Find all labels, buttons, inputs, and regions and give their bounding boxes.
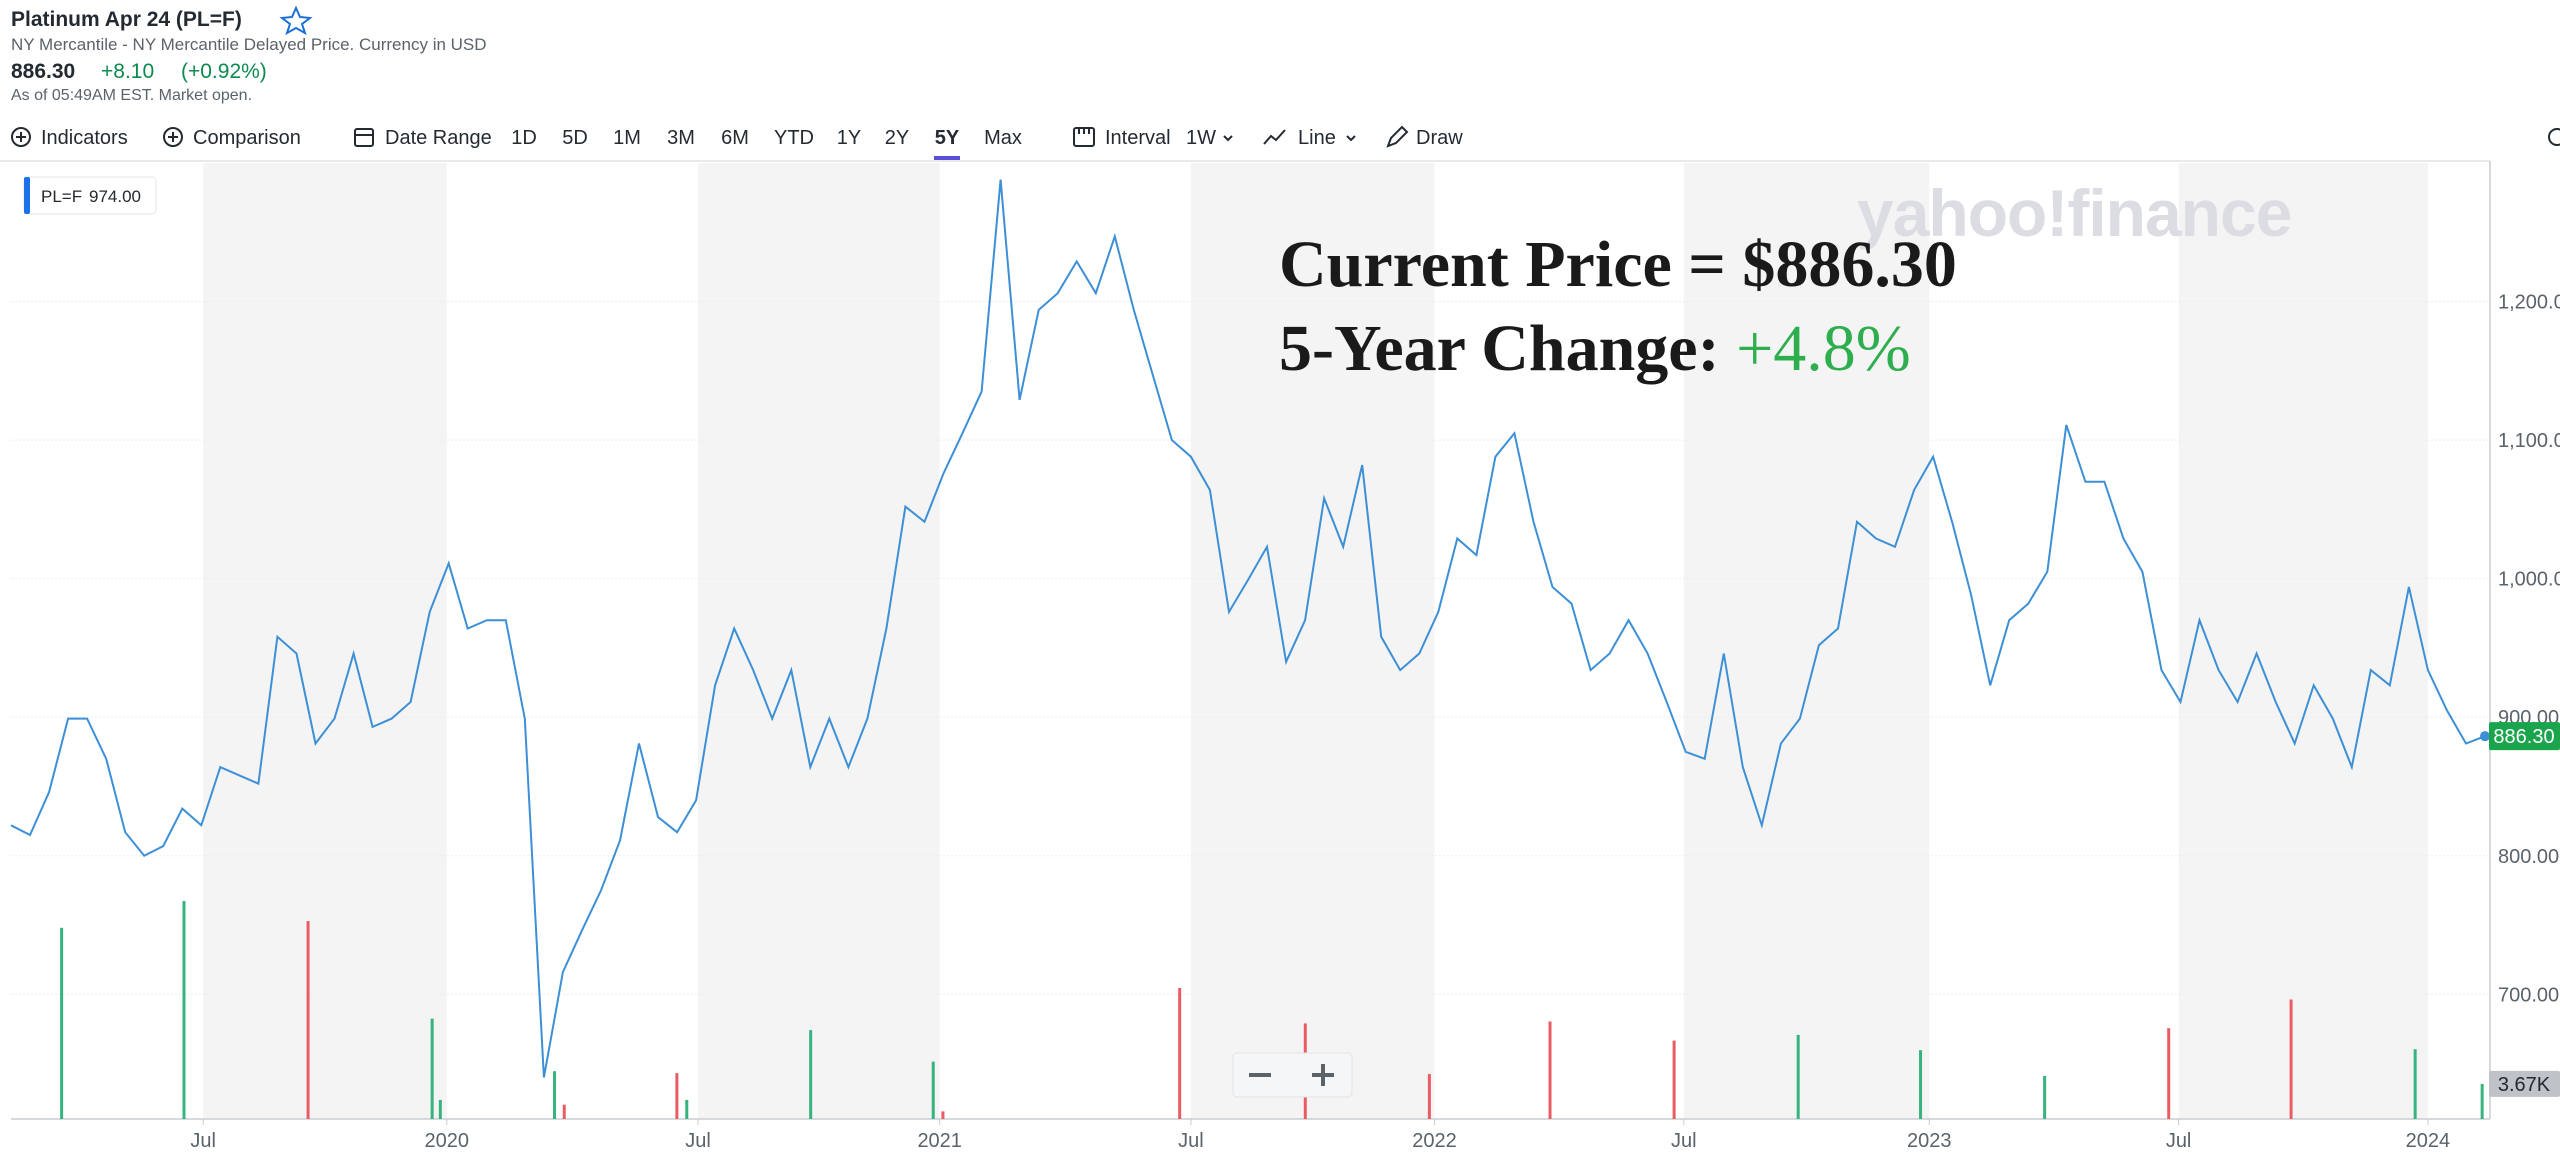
range-button[interactable]: 1M <box>613 127 641 149</box>
volume-bar <box>1178 988 1182 1119</box>
indicators: Indicators <box>41 127 128 149</box>
legend-swatch <box>24 177 30 214</box>
price-tag-label: 886.30 <box>2493 726 2554 748</box>
annotation-label: 5-Year Change: <box>1279 312 1736 385</box>
volume-bar <box>553 1071 557 1119</box>
annotation-change: +4.8% <box>1736 312 1911 385</box>
indicators-button[interactable]: Indicators <box>11 127 128 149</box>
volume-bar <box>430 1018 434 1119</box>
annotation-line-2: 5-Year Change: +4.8% <box>1279 312 1911 385</box>
zoom-in[interactable] <box>1312 1064 1334 1086</box>
x-tick-label: 2020 <box>425 1130 470 1152</box>
chart-type: Line <box>1298 127 1336 149</box>
volume-bar <box>685 1099 689 1119</box>
chart-type-button[interactable]: Line <box>1263 127 1356 149</box>
price: 886.30 <box>11 60 75 83</box>
last-point <box>2480 731 2490 742</box>
range-button[interactable]: 6M <box>721 127 749 149</box>
draw-button[interactable]: Draw <box>1386 125 1463 149</box>
y-tick-label: 1,100.00 <box>2498 430 2560 452</box>
volume-bar <box>1919 1050 1923 1119</box>
draw: Draw <box>1416 127 1463 149</box>
volume-bar <box>2480 1083 2484 1119</box>
range-button[interactable]: 5D <box>562 127 588 149</box>
volume-bar <box>2167 1028 2171 1119</box>
date-range: Date Range <box>385 127 492 149</box>
volume-bar <box>1548 1021 1552 1119</box>
range-active-bar <box>934 156 960 160</box>
period-shade <box>1683 163 1930 1119</box>
volume-tag-label: 3.67K <box>2498 1074 2551 1096</box>
annotation-line-1: Current Price = $886.30 <box>1279 228 1957 301</box>
range-buttons: 1D 5D 1M 3M 6M YTD 1Y 2Y 5Y Max <box>511 127 1022 160</box>
x-tick-label: 2024 <box>2406 1130 2451 1152</box>
comparison-button[interactable]: Comparison <box>163 127 301 149</box>
legend-value: 974.00 <box>89 187 141 206</box>
volume-bar <box>182 901 186 1119</box>
plot: Jul 2020 Jul 2021 Jul 2022 Jul 2023 Jul 2024 700.0… <box>10 179 2560 1152</box>
watermark: yahoo!finance <box>1857 176 2291 250</box>
x-tick-label: 2021 <box>917 1130 962 1152</box>
range-button[interactable]: 1D <box>511 127 537 149</box>
volume-bar <box>306 921 310 1119</box>
subtitle: NY Mercantile - NY Mercantile Delayed Pr… <box>11 35 487 54</box>
volume-bar <box>2413 1049 2417 1119</box>
volume-bar <box>60 927 64 1119</box>
x-tick-label: Jul <box>685 1130 711 1152</box>
volume-bar <box>1672 1040 1676 1119</box>
change-pct: (+0.92%) <box>181 60 267 83</box>
interval-button[interactable]: Interval 1W <box>1073 127 1233 149</box>
price-line <box>10 179 2486 1078</box>
y-tick-label: 800.00 <box>2498 846 2559 868</box>
range-button[interactable]: 1Y <box>837 127 861 149</box>
zoom-controls <box>1232 1052 1353 1098</box>
volume-bar <box>562 1104 566 1119</box>
date-range-button[interactable]: Date Range <box>354 127 492 149</box>
volume-bar <box>809 1030 813 1119</box>
volume-bar <box>941 1111 945 1119</box>
comparison: Comparison <box>193 127 301 149</box>
volume-bar <box>2043 1075 2047 1119</box>
volume-bar <box>438 1099 442 1119</box>
range-button[interactable]: 3M <box>667 127 695 149</box>
volume-bar <box>2289 999 2293 1119</box>
volume-bar <box>931 1061 935 1119</box>
price-tag <box>2489 722 2560 751</box>
title: Platinum Apr 24 (PL=F) <box>11 8 242 31</box>
period-shade <box>698 163 940 1119</box>
y-tick-label: 1,200.00 <box>2498 292 2560 314</box>
interval-value: 1W <box>1186 127 1216 149</box>
range-button[interactable]: YTD <box>774 127 814 149</box>
period-shade <box>1190 163 1435 1119</box>
legend-symbol: PL=F <box>41 187 82 206</box>
volume-tag <box>2489 1070 2560 1097</box>
plot-background <box>203 163 2428 1119</box>
y-tick-label: 700.00 <box>2498 984 2559 1006</box>
interval: Interval <box>1105 127 1171 149</box>
volume-bar <box>675 1073 679 1119</box>
watchlist-star[interactable] <box>279 5 313 36</box>
range-button[interactable]: Max <box>984 127 1022 149</box>
range-button[interactable]: 2Y <box>885 127 909 149</box>
legend: PL=F 974.00 <box>23 176 157 215</box>
change: +8.10 <box>101 60 154 83</box>
volume-bar <box>1427 1074 1431 1119</box>
range-button[interactable]: 5Y <box>935 127 960 149</box>
x-tick-label: 2023 <box>1907 1130 1952 1152</box>
x-tick-label: Jul <box>1178 1130 1204 1152</box>
as-of: As of 05:49AM EST. Market open. <box>11 87 252 104</box>
x-tick-label: 2022 <box>1412 1130 1457 1152</box>
x-tick-label: Jul <box>2166 1130 2192 1152</box>
x-tick-label: Jul <box>190 1130 216 1152</box>
y-tick-label: 1,000.00 <box>2498 569 2560 591</box>
volume-bar <box>1796 1034 1800 1119</box>
period-shade <box>2178 163 2428 1119</box>
x-tick-label: Jul <box>1671 1130 1697 1152</box>
settings-button[interactable] <box>2548 128 2560 146</box>
period-shade <box>203 163 447 1119</box>
